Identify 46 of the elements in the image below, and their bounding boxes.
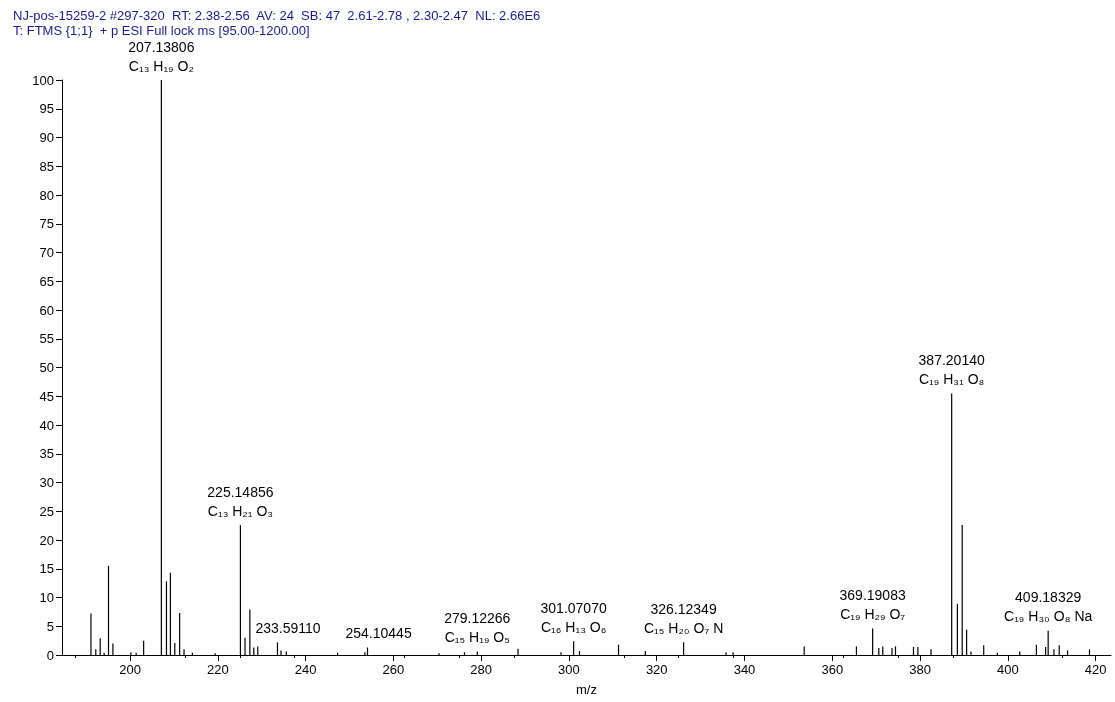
y-tick-label: 70	[39, 245, 54, 260]
x-axis-title: m/z	[576, 682, 597, 697]
x-tick-label: 340	[733, 662, 756, 677]
y-tick-label: 50	[39, 360, 54, 375]
y-tick-label: 25	[39, 503, 54, 519]
x-tick-label: 200	[119, 662, 141, 677]
x-tick-label: 220	[206, 662, 229, 677]
y-tick-label: 5	[46, 618, 54, 634]
y-tick-label: 10	[39, 590, 54, 605]
y-tick-label: 0	[46, 647, 54, 663]
annotation: 409.18329 C₁₉ H₃₀ O₈ Na	[1004, 589, 1093, 625]
y-tick-label: 90	[39, 130, 54, 145]
x-tick-label: 240	[294, 662, 317, 677]
x-tick-label: 280	[470, 662, 493, 677]
x-tick-label: 360	[821, 662, 844, 677]
annotation: 301.07070 C₁₆ H₁₃ O₆	[540, 599, 607, 635]
annotation: 207.13806 C₁₃ H₁₉ O₂	[128, 38, 195, 74]
y-tick-label: 30	[39, 475, 54, 490]
y-tick-label: 75	[39, 216, 54, 232]
chart-subtitle: T: FTMS {1;1} + p ESI Full lock ms [95.00-1200.00]	[13, 23, 310, 38]
annotation: 387.20140 C₁₉ H₃₁ O₈	[918, 351, 985, 387]
y-tick-label: 65	[39, 273, 54, 289]
x-tick-label: 400	[997, 662, 1019, 677]
annotation: 369.19083 C₁₉ H₂₉ O₇	[839, 587, 906, 623]
x-tick-label: 260	[382, 662, 405, 677]
y-tick-label: 45	[39, 388, 54, 404]
y-tick-label: 60	[39, 302, 54, 318]
chart-title: NJ-pos-15259-2 #297-320 RT: 2.38-2.56 AV: 24 SB: 47 2.61-2.78 , 2.30-2.47 NL: 2.66E6	[13, 8, 541, 23]
annotation: 254.10445	[345, 625, 412, 642]
y-tick-label: 15	[39, 561, 54, 577]
y-tick-label: 80	[39, 187, 54, 203]
x-tick-label: 320	[645, 662, 668, 677]
y-tick-label: 35	[39, 446, 54, 462]
y-tick-label: 100	[32, 72, 54, 88]
y-tick-label: 85	[39, 158, 54, 174]
x-tick-label: 380	[909, 662, 931, 677]
annotation: 279.12266 C₁₅ H₁₉ O₅	[444, 610, 511, 646]
x-tick-label: 300	[558, 662, 580, 677]
y-tick-label: 40	[39, 417, 54, 433]
annotation: 233.59110	[255, 619, 321, 636]
y-tick-label: 55	[39, 331, 54, 347]
y-tick-label: 20	[39, 532, 54, 548]
x-tick-label: 420	[1084, 662, 1107, 677]
annotation: 225.14856 C₁₃ H₂₁ O₃	[207, 483, 274, 519]
y-tick-label: 95	[39, 101, 54, 117]
annotation: 326.12349 C₁₅ H₂₀ O₇ N	[643, 600, 724, 636]
